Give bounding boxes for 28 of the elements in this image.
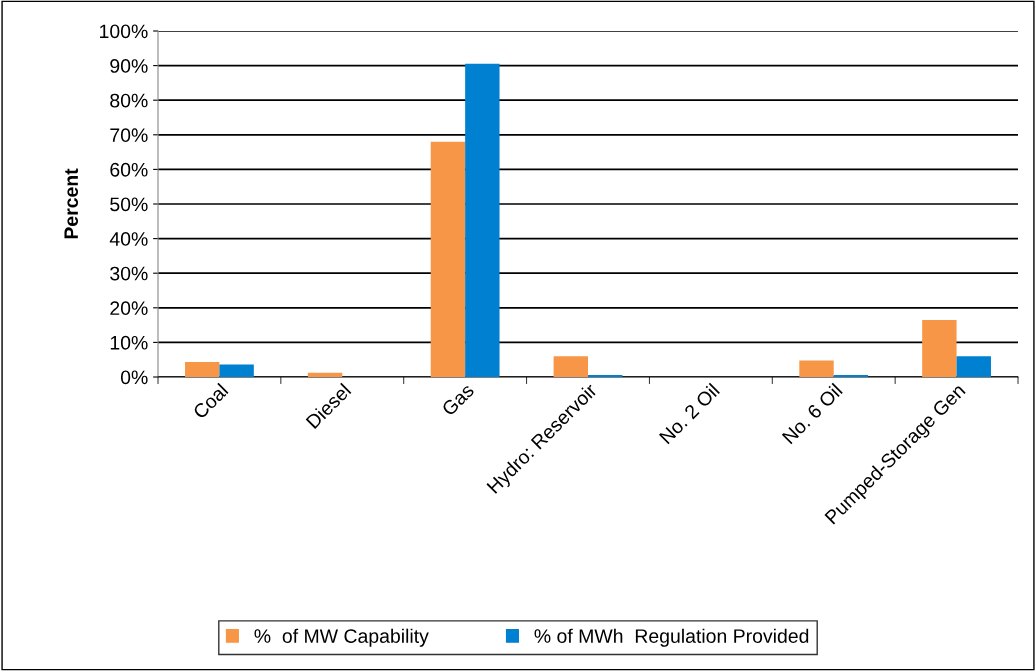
- x-tick-label: Gas: [440, 382, 475, 417]
- y-tick-label: 50%: [110, 197, 148, 212]
- y-tick-label: 30%: [110, 266, 148, 281]
- y-tick-label: 60%: [110, 162, 148, 177]
- y-axis-title: Percent: [64, 168, 79, 239]
- y-tick-label: 20%: [110, 301, 148, 316]
- bar: [465, 63, 500, 377]
- y-tick-label: 0%: [120, 370, 148, 385]
- y-tick-label: 10%: [110, 335, 148, 350]
- y-tick-label: 40%: [109, 232, 148, 246]
- bar: [430, 141, 466, 377]
- bar: [553, 356, 588, 377]
- legend-label: % of MW Capability: [254, 628, 429, 647]
- x-tick-label: No. 6 Oil: [781, 382, 843, 445]
- bar: [307, 372, 343, 377]
- y-tick-label: 70%: [110, 128, 148, 143]
- bar: [588, 374, 623, 377]
- bar: [956, 356, 991, 377]
- y-tick-label: 80%: [110, 93, 148, 108]
- bar: [185, 362, 220, 377]
- bar: [833, 374, 869, 377]
- y-tick-label: 100%: [100, 24, 148, 39]
- y-tick-label: 90%: [110, 59, 148, 73]
- bar: [219, 364, 254, 377]
- bar: [799, 360, 834, 377]
- x-tick-label: No. 2 Oil: [658, 382, 721, 445]
- legend-label: % of MWh Regulation Provided: [534, 628, 809, 647]
- bar: [922, 319, 957, 377]
